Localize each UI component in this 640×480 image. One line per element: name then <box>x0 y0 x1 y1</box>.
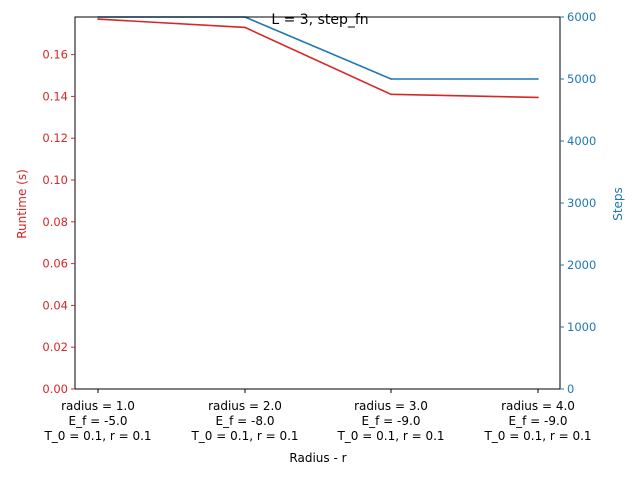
y-axis-left-label: Runtime (s) <box>15 169 29 239</box>
y-left-tick-label: 0.00 <box>42 382 68 396</box>
x-tick-label: radius = 2.0 E_f = -8.0 T_0 = 0.1, r = 0.1 <box>190 399 298 443</box>
x-tick-label: radius = 1.0 E_f = -5.0 T_0 = 0.1, r = 0.1 <box>43 399 151 443</box>
x-tick-label-line: E_f = -9.0 <box>362 414 421 428</box>
y-left-tick-label: 0.02 <box>42 340 68 354</box>
series-point-left <box>537 96 539 99</box>
y-right-tick-label: 0 <box>567 382 574 396</box>
x-tick-label: radius = 4.0 E_f = -9.0 T_0 = 0.1, r = 0.1 <box>483 399 591 443</box>
axes: 0.00 0.02 0.04 0.06 0.08 0.10 0.12 0.14 0.16 0 100… <box>42 10 596 443</box>
x-tick-label-line: radius = 3.0 <box>354 399 428 413</box>
series-point-right <box>390 78 392 80</box>
y-left-tick-label: 0.06 <box>42 257 68 271</box>
y-right-tick-label: 4000 <box>567 134 596 148</box>
x-tick-label-line: E_f = -8.0 <box>216 414 275 428</box>
chart-title: L = 3, step_fn <box>271 12 368 28</box>
x-tick-label-line: radius = 1.0 <box>61 399 135 413</box>
x-tick-label-line: T_0 = 0.1, r = 0.1 <box>336 429 444 443</box>
y-left-tick-label: 0.10 <box>42 173 68 187</box>
y-right-tick-label: 3000 <box>567 196 596 210</box>
plot-frame <box>74 16 561 390</box>
x-tick-label-line: radius = 4.0 <box>501 399 575 413</box>
x-tick-label-line: T_0 = 0.1, r = 0.1 <box>190 429 298 443</box>
x-tick-label-line: T_0 = 0.1, r = 0.1 <box>43 429 151 443</box>
y-left-tick-label: 0.12 <box>42 131 68 145</box>
y-left-tick-label: 0.14 <box>42 89 68 103</box>
series-point-left <box>97 18 99 20</box>
series-line-left <box>97 18 539 99</box>
x-tick-label: radius = 3.0 E_f = -9.0 T_0 = 0.1, r = 0.1 <box>336 399 444 443</box>
y-right-tick-label: 5000 <box>567 72 596 86</box>
series-point-right <box>537 78 539 80</box>
series-point-left <box>390 93 392 96</box>
plot-area <box>97 16 539 99</box>
y-right-tick-label: 2000 <box>567 258 596 272</box>
y-left-tick-label: 0.04 <box>42 298 68 312</box>
x-tick-label-line: E_f = -9.0 <box>509 414 568 428</box>
x-axis-label: Radius - r <box>289 451 346 465</box>
y-axis-right-label: Steps <box>611 187 625 221</box>
x-tick-label-line: radius = 2.0 <box>208 399 282 413</box>
y-left-tick-label: 0.16 <box>42 48 68 62</box>
x-tick-label-line: E_f = -5.0 <box>69 414 128 428</box>
x-tick-label-line: T_0 = 0.1, r = 0.1 <box>483 429 591 443</box>
y-left-tick-label: 0.08 <box>42 215 68 229</box>
y-right-tick-label: 6000 <box>567 10 596 24</box>
series-point-left <box>244 26 246 29</box>
y-right-tick-label: 1000 <box>567 320 596 334</box>
